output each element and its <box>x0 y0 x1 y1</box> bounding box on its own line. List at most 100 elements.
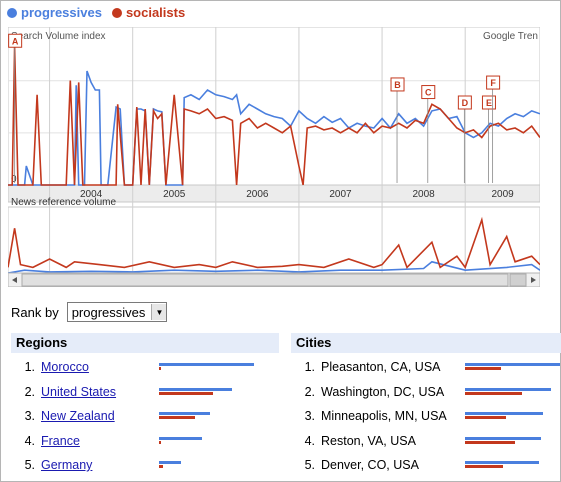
region-name[interactable]: Germany <box>41 458 93 472</box>
rank-number: 5. <box>304 458 315 472</box>
bar-progressives <box>465 363 560 366</box>
news-plot-area <box>7 206 541 274</box>
rank-number: 3. <box>304 409 315 423</box>
year-tick-label: 2005 <box>163 189 186 200</box>
annotation-letter: D <box>462 98 469 108</box>
region-bars <box>159 387 267 397</box>
year-tick-label: 2006 <box>246 189 269 200</box>
bar-progressives <box>159 387 233 391</box>
city-row: 5. Denver, CO, USA <box>291 456 419 474</box>
bar-progressives <box>465 412 543 415</box>
annotation-letter: A <box>12 36 19 46</box>
region-bars <box>159 461 267 470</box>
scrollbar-thumb <box>21 273 509 287</box>
rank-number: 4. <box>304 433 315 448</box>
bar-progressives <box>159 461 181 464</box>
rank-by-selected: progressives <box>71 304 146 320</box>
city-name: Reston, VA, USA <box>321 433 416 448</box>
bar-progressives <box>465 436 541 440</box>
rank-number: 1. <box>304 360 315 374</box>
year-tick-label: 2004 <box>80 189 103 200</box>
city-name: Denver, CO, USA <box>321 458 419 472</box>
city-name: Washington, DC, USA <box>321 384 445 399</box>
bar-socialists <box>465 465 503 468</box>
rank-number: 2. <box>24 384 35 399</box>
annotation-flag <box>421 85 436 100</box>
region-row: 5. Germany <box>11 456 93 474</box>
bar-progressives <box>159 436 203 440</box>
chart-watermark: Google Tren <box>483 31 538 42</box>
rank-number: 1. <box>24 360 35 374</box>
city-name: Pleasanton, CA, USA <box>321 360 441 374</box>
regions-panel: Regions <box>11 333 279 353</box>
cities-panel: Cities <box>291 333 561 353</box>
news-axis-label: News reference volume <box>11 197 116 208</box>
annotation-letter: E <box>486 98 492 108</box>
trends-chart-svg: 2004 2005 2006 2007 2008 2009 Search Volume in… <box>7 26 541 288</box>
bar-socialists <box>159 416 195 419</box>
city-bars <box>465 363 560 372</box>
bar-socialists <box>159 391 213 395</box>
annotation-flag <box>8 33 23 48</box>
bar-socialists <box>465 416 506 419</box>
regions-header: Regions <box>11 333 279 353</box>
region-name[interactable]: United States <box>41 384 117 399</box>
city-row: 2. Washington, DC, USA <box>291 383 445 401</box>
news-line-socialists <box>7 216 541 270</box>
year-tick-label: 2007 <box>329 189 352 200</box>
legend-dot-icon <box>111 7 122 18</box>
city-row: 3. Minneapolis, MN, USA <box>291 407 447 425</box>
bar-socialists <box>465 440 516 444</box>
city-row: 4. Reston, VA, USA <box>291 432 416 450</box>
scrollbar-handle <box>509 273 527 287</box>
chart-legend: progressives socialists <box>7 5 185 20</box>
bar-socialists <box>465 367 502 370</box>
legend-label: progressives <box>21 5 102 20</box>
region-row: 4. France <box>11 432 80 450</box>
year-tick-label: 2008 <box>413 189 436 200</box>
annotation-flag <box>481 95 496 110</box>
region-bars <box>159 363 267 372</box>
rank-by-select[interactable]: progressives ▼ <box>66 302 168 322</box>
cities-header: Cities <box>291 333 561 353</box>
region-name[interactable]: Morocco <box>41 360 89 374</box>
scroll-left-icon <box>12 277 17 283</box>
city-bars <box>465 387 560 397</box>
bar-progressives <box>465 461 540 464</box>
region-row: 3. New Zealand <box>11 407 115 425</box>
dropdown-arrow-icon[interactable]: ▼ <box>151 304 167 320</box>
region-name[interactable]: France <box>41 433 80 448</box>
legend-label: socialists <box>125 5 186 20</box>
series-line-progressives <box>8 70 541 186</box>
bar-socialists <box>159 465 164 468</box>
series-line-socialists <box>8 47 541 186</box>
rank-number: 3. <box>24 409 35 423</box>
annotation-letter: F <box>490 78 496 88</box>
trends-chart: 2004 2005 2006 2007 2008 2009 Search Volume in… <box>7 26 541 288</box>
rank-number: 2. <box>304 384 315 399</box>
annotation-letter: B <box>394 80 401 90</box>
news-line-progressives <box>7 260 541 274</box>
annotation-letter: C <box>425 88 432 98</box>
bar-progressives <box>159 363 255 366</box>
region-name[interactable]: New Zealand <box>41 409 115 423</box>
main-plot-area <box>7 26 541 186</box>
city-bars <box>465 436 560 446</box>
rank-by-label: Rank by <box>11 304 59 320</box>
main-axis-label: Search Volume index <box>11 31 106 42</box>
annotation-flag <box>457 95 472 110</box>
region-row: 2. United States <box>11 383 116 401</box>
city-row: 1. Pleasanton, CA, USA <box>291 358 441 376</box>
legend-item-socialists: socialists <box>111 5 186 20</box>
annotation-flag <box>390 77 405 92</box>
zero-tick-label: 0 <box>11 174 17 185</box>
scroll-right-icon <box>531 277 536 283</box>
annotation-flag <box>486 75 501 90</box>
region-row: 1. Morocco <box>11 358 89 376</box>
region-bars <box>159 436 267 446</box>
bar-socialists <box>465 391 522 395</box>
city-bars <box>465 461 560 470</box>
bar-socialists <box>159 367 161 370</box>
city-name: Minneapolis, MN, USA <box>321 409 447 423</box>
legend-item-progressives: progressives <box>7 5 102 20</box>
